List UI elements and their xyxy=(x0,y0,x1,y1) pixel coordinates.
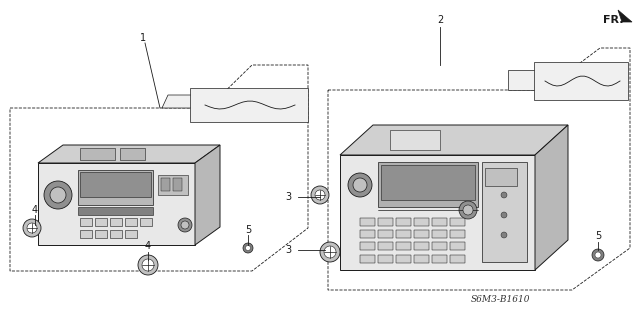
Circle shape xyxy=(320,242,340,262)
Polygon shape xyxy=(508,70,560,90)
Bar xyxy=(360,218,375,226)
Bar xyxy=(80,172,151,197)
Circle shape xyxy=(246,246,250,250)
Polygon shape xyxy=(534,62,628,100)
Circle shape xyxy=(459,201,477,219)
Circle shape xyxy=(324,246,336,258)
Polygon shape xyxy=(190,88,308,122)
Bar xyxy=(396,255,411,263)
Bar xyxy=(414,218,429,226)
Circle shape xyxy=(315,190,325,200)
Text: 4: 4 xyxy=(32,205,38,215)
Bar xyxy=(450,255,465,263)
Bar xyxy=(80,218,92,226)
Bar xyxy=(378,230,393,238)
Bar xyxy=(360,242,375,250)
Bar xyxy=(482,162,527,262)
Bar xyxy=(110,230,122,238)
Text: 5: 5 xyxy=(245,225,251,235)
Bar xyxy=(396,230,411,238)
Bar xyxy=(390,130,440,150)
Circle shape xyxy=(501,212,507,218)
Polygon shape xyxy=(618,10,632,22)
Circle shape xyxy=(311,186,329,204)
Circle shape xyxy=(463,205,473,215)
Bar xyxy=(360,255,375,263)
Bar xyxy=(378,218,393,226)
Circle shape xyxy=(353,178,367,192)
Polygon shape xyxy=(535,125,568,270)
Circle shape xyxy=(50,187,66,203)
Text: 1: 1 xyxy=(140,33,146,43)
Bar xyxy=(450,242,465,250)
Bar xyxy=(80,148,115,160)
Bar xyxy=(414,230,429,238)
Circle shape xyxy=(181,221,189,229)
Bar xyxy=(125,218,137,226)
Bar xyxy=(120,148,145,160)
Polygon shape xyxy=(195,145,220,245)
Bar xyxy=(80,230,92,238)
Text: 3: 3 xyxy=(285,245,291,255)
Bar xyxy=(396,242,411,250)
Polygon shape xyxy=(162,95,221,108)
Bar xyxy=(378,242,393,250)
Circle shape xyxy=(138,255,158,275)
Bar xyxy=(432,230,447,238)
Text: 3: 3 xyxy=(285,192,291,202)
Bar xyxy=(414,255,429,263)
Circle shape xyxy=(178,218,192,232)
Bar xyxy=(432,255,447,263)
Bar xyxy=(378,255,393,263)
Bar xyxy=(158,175,188,195)
Bar xyxy=(381,165,475,200)
Bar xyxy=(432,242,447,250)
Circle shape xyxy=(23,219,41,237)
Polygon shape xyxy=(340,125,568,155)
Circle shape xyxy=(501,192,507,198)
Bar xyxy=(378,162,478,207)
Polygon shape xyxy=(38,163,195,245)
Polygon shape xyxy=(38,145,220,163)
Bar xyxy=(450,218,465,226)
Bar xyxy=(450,230,465,238)
Text: FR.: FR. xyxy=(603,15,623,25)
Bar xyxy=(432,218,447,226)
Circle shape xyxy=(595,252,601,258)
Bar xyxy=(360,230,375,238)
Bar xyxy=(414,242,429,250)
Bar xyxy=(125,230,137,238)
Bar xyxy=(110,218,122,226)
Bar xyxy=(396,218,411,226)
Circle shape xyxy=(142,259,154,271)
Bar xyxy=(78,207,153,215)
Circle shape xyxy=(348,173,372,197)
Bar xyxy=(173,178,182,191)
Bar xyxy=(95,218,107,226)
Text: 5: 5 xyxy=(595,231,601,241)
Bar xyxy=(78,170,153,205)
Circle shape xyxy=(243,243,253,253)
Circle shape xyxy=(501,172,507,178)
Text: 2: 2 xyxy=(437,15,443,25)
Circle shape xyxy=(501,232,507,238)
Polygon shape xyxy=(340,155,535,270)
Bar xyxy=(95,230,107,238)
Bar xyxy=(485,168,517,186)
Circle shape xyxy=(27,223,37,233)
Text: S6M3-B1610: S6M3-B1610 xyxy=(470,295,530,305)
Bar xyxy=(140,218,152,226)
Bar xyxy=(161,178,170,191)
Text: 4: 4 xyxy=(145,241,151,251)
Circle shape xyxy=(592,249,604,261)
Circle shape xyxy=(44,181,72,209)
